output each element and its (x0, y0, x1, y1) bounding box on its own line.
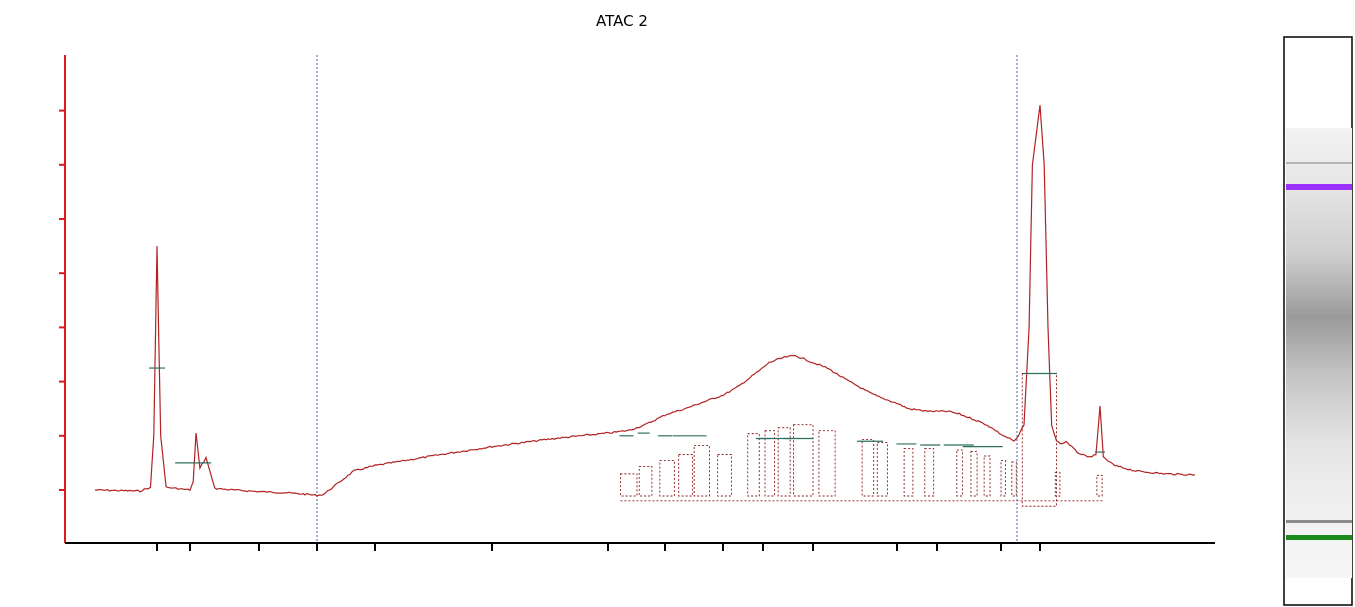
peak-region (717, 454, 732, 497)
peak-region (1021, 373, 1057, 507)
peak-region (678, 454, 693, 497)
peak-region (1011, 461, 1017, 497)
peak-region (747, 433, 760, 497)
peak-region (764, 430, 775, 497)
peak-region (1096, 474, 1103, 497)
peak-region (876, 442, 889, 497)
peak-region (620, 473, 638, 497)
gel-band (1286, 520, 1352, 523)
chart-title: ATAC 2 (596, 12, 648, 30)
peak-region (818, 430, 836, 497)
gel-lower-marker-band (1286, 535, 1352, 540)
peak-region (638, 465, 653, 497)
gel-upper-marker-band (1286, 184, 1352, 190)
gel-band (1286, 162, 1352, 164)
peak-region (793, 424, 814, 497)
peak-region (659, 460, 675, 497)
peak-region (924, 448, 935, 497)
peak-region (956, 449, 963, 497)
trace-line (94, 105, 1196, 497)
peak-region (1000, 460, 1006, 497)
peak-region (970, 451, 978, 497)
peak-region (861, 439, 875, 497)
gel-smear (1286, 128, 1352, 578)
plot-area (59, 55, 1215, 551)
peak-region (693, 445, 710, 497)
peak-region (903, 448, 914, 497)
peak-region (1054, 471, 1061, 497)
gel-lane (1283, 36, 1353, 606)
peak-region (983, 455, 991, 497)
